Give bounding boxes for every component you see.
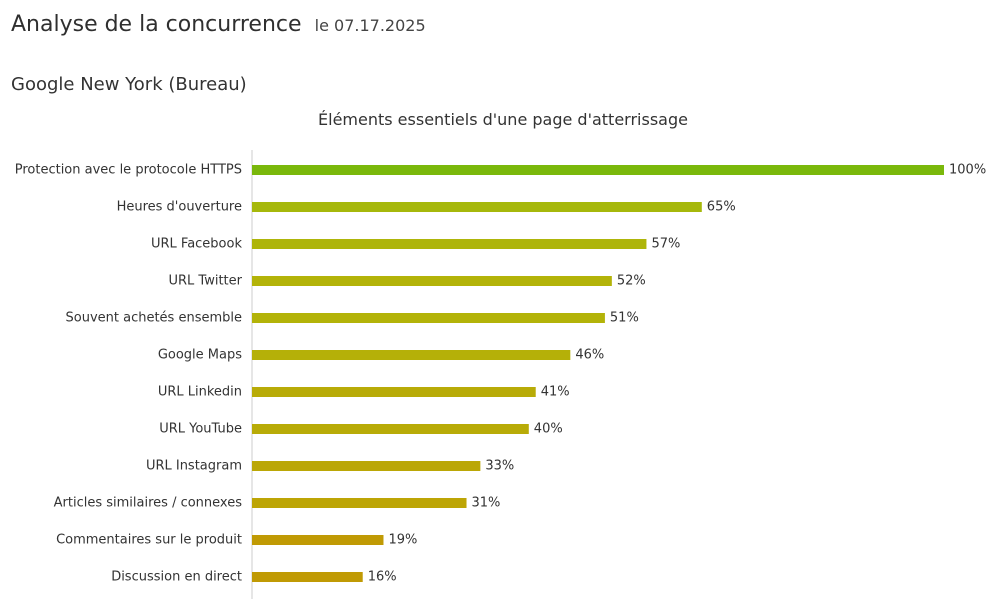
value-label: 46% [575,348,604,363]
bar [252,276,612,286]
value-label: 41% [541,385,570,400]
category-label: Protection avec le protocole HTTPS [15,163,242,178]
category-label: Articles similaires / connexes [54,496,243,511]
value-label: 40% [534,422,563,437]
value-label: 16% [368,570,397,585]
bar [252,572,363,582]
chart-title: Éléments essentiels d'une page d'atterri… [318,110,688,129]
value-label: 31% [472,496,501,511]
category-label: Heures d'ouverture [117,200,242,215]
bar [252,387,536,397]
bar [252,461,481,471]
value-label: 33% [485,459,514,474]
section-title: Google New York (Bureau) [11,74,247,95]
category-label: URL Linkedin [158,385,242,400]
category-label: Google Maps [158,348,242,363]
report-date: le 07.17.2025 [314,16,426,35]
bar [252,498,467,508]
bar [252,424,529,434]
value-label: 51% [610,311,639,326]
page-header: Analyse de la concurrence le 07.17.2025 [11,12,426,37]
category-label: Commentaires sur le produit [56,533,242,548]
category-label: URL Twitter [169,274,243,289]
bar [252,239,647,249]
category-label: URL Facebook [151,237,242,252]
bars-group: Protection avec le protocole HTTPS 100% He… [15,163,986,585]
value-label: 100% [949,163,986,178]
page-title: Analyse de la concurrence [11,12,302,37]
category-label: Souvent achetés ensemble [66,311,243,326]
value-label: 57% [651,237,680,252]
bar [252,350,571,360]
bar [252,535,384,545]
category-label: URL YouTube [159,422,242,437]
bar [252,202,702,212]
bar [252,313,605,323]
category-label: URL Instagram [146,459,242,474]
value-label: 52% [617,274,646,289]
category-label: Discussion en direct [111,570,242,585]
value-label: 19% [388,533,417,548]
value-label: 65% [707,200,736,215]
bar [252,165,944,175]
